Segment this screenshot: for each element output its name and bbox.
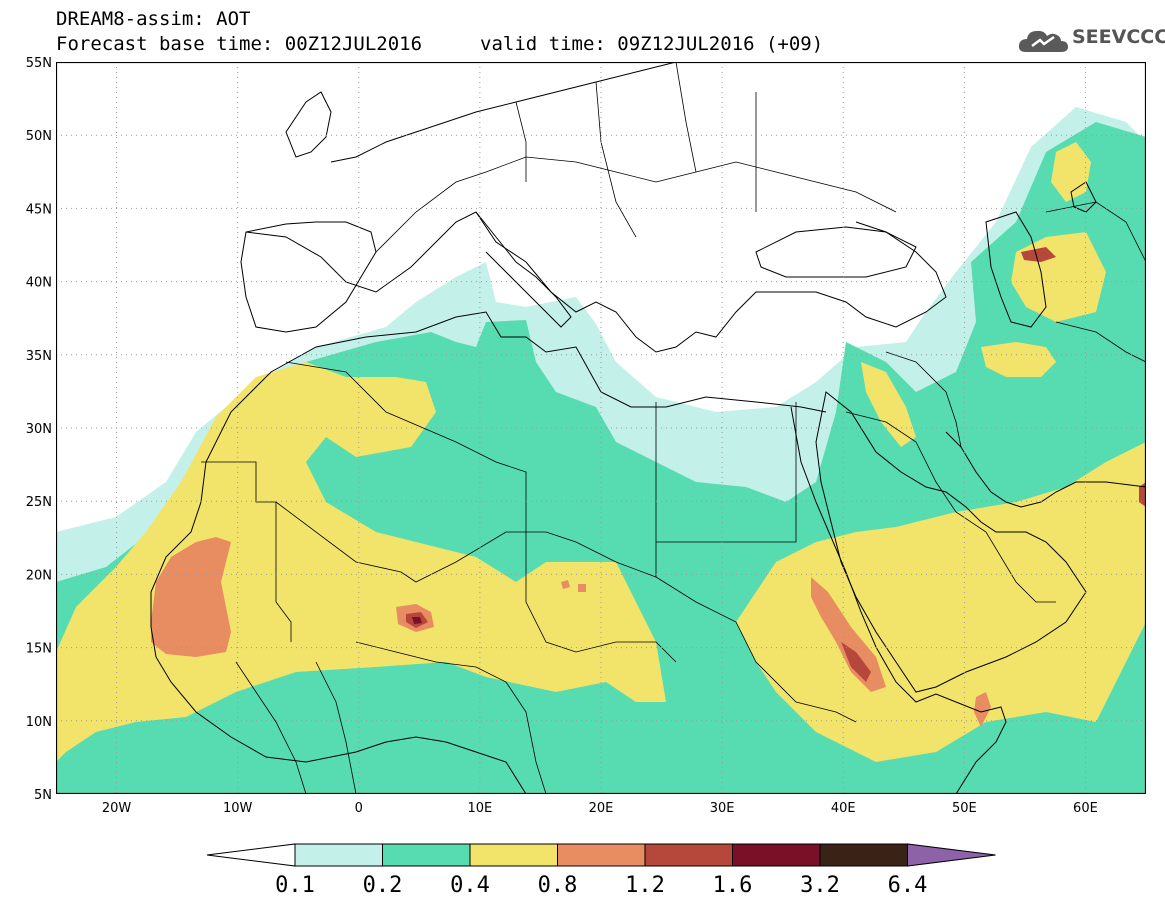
lon-label: 20E <box>589 801 614 816</box>
colorbar-level-label: 3.2 <box>800 873 840 897</box>
colorbar-level-label: 0.2 <box>363 873 403 897</box>
map-title: DREAM8-assim: AOT <box>56 8 251 30</box>
lat-label: 5N <box>34 788 52 803</box>
lon-label: 40E <box>831 801 856 816</box>
lat-label: 55N <box>26 56 52 71</box>
lat-label: 30N <box>26 422 52 437</box>
longitude-labels: 20W 10W 0 10E 20E 30E 40E 50E 60E <box>102 801 1098 816</box>
coastline-africa-west <box>150 501 527 794</box>
lat-label: 15N <box>26 642 52 657</box>
colorbar-swatch <box>557 843 646 867</box>
colorbar-level-label: 6.4 <box>888 873 928 897</box>
colorbar-level-label: 0.4 <box>450 873 490 897</box>
forecast-base-time: Forecast base time: 00Z12JUL2016 <box>56 33 423 55</box>
lon-label: 10W <box>223 801 253 816</box>
lon-label: 10E <box>468 801 493 816</box>
aot-band-1.6 <box>412 617 422 624</box>
aot-band-0.4-east <box>736 442 1146 762</box>
border-europe-2 <box>515 62 757 238</box>
colorbar-level-label: 1.6 <box>713 873 753 897</box>
seevccc-logo: SEEVCCC <box>1018 22 1165 58</box>
valid-time: valid time: 09Z12JUL2016 (+09) <box>480 33 824 55</box>
map-frame <box>56 62 1146 794</box>
colorbar-arrow-high <box>907 843 996 867</box>
graticule <box>56 62 1146 794</box>
border-saudi <box>845 411 1056 603</box>
colorbar-swatch <box>732 843 821 867</box>
colorbar-labels: 0.1 0.2 0.4 0.8 1.2 1.6 3.2 6.4 <box>275 873 927 897</box>
coastline-north-europe <box>330 62 677 163</box>
lat-label: 45N <box>26 202 52 217</box>
lon-label: 50E <box>952 801 977 816</box>
aot-band-0.8-redsea <box>811 577 886 692</box>
border-algeria <box>285 361 527 532</box>
coastline-redsea-west <box>790 406 1007 794</box>
aot-band-0.8-somalia <box>974 692 991 727</box>
coastline-gulf <box>945 431 1146 508</box>
aot-band-0.4-iran <box>981 342 1056 377</box>
coastline-italy <box>475 211 572 328</box>
colorbar-swatch <box>294 843 383 867</box>
lon-label: 30E <box>710 801 735 816</box>
lon-label: 20W <box>102 801 132 816</box>
border-sudan <box>655 576 857 723</box>
colorbar-level-label: 0.8 <box>538 873 578 897</box>
border-europe-1 <box>375 156 897 253</box>
logo-text: SEEVCCC <box>1072 26 1165 48</box>
cloud-icon <box>1018 30 1068 52</box>
aot-band-0.8-chad <box>561 580 586 592</box>
colorbar-swatch <box>644 843 733 867</box>
aot-band-0.4-aral <box>1051 142 1091 202</box>
colorbar-swatch <box>819 843 908 867</box>
border-central-asia <box>1045 201 1146 363</box>
aot-map <box>56 62 1146 794</box>
border-niger-nigeria <box>355 641 547 794</box>
colorbar-swatch <box>469 843 558 867</box>
border-libya-egypt <box>655 402 797 543</box>
border-chad <box>525 532 677 663</box>
aot-band-0.4-mesopotamia <box>861 362 916 447</box>
colorbar-boxes <box>206 843 996 867</box>
coastline-britain <box>285 91 332 158</box>
lat-label: 25N <box>26 495 52 510</box>
lat-label: 10N <box>26 715 52 730</box>
coastline-arabia <box>815 391 1087 693</box>
lat-label: 35N <box>26 349 52 364</box>
coastline-blacksea <box>755 226 917 278</box>
lon-label: 60E <box>1073 801 1098 816</box>
lat-label: 20N <box>26 568 52 583</box>
coastline-africa-north <box>200 311 827 503</box>
lat-label: 50N <box>26 129 52 144</box>
latitude-labels: 55N 50N 45N 40N 35N 30N 25N 20N 15N 10N 5N <box>26 56 52 803</box>
aot-band-0.8-west <box>151 537 231 657</box>
colorbar-level-label: 1.2 <box>625 873 665 897</box>
colorbar-level-label: 0.1 <box>275 873 315 897</box>
coastline-aral <box>1070 181 1097 213</box>
lat-label: 40N <box>26 276 52 291</box>
coastline-iberia <box>240 221 377 333</box>
coastline-europe-south <box>245 211 947 353</box>
coastlines <box>150 62 1146 794</box>
border-west-africa <box>235 661 357 794</box>
border-iran-iraq <box>885 351 962 448</box>
aot-colorbar: 0.1 0.2 0.4 0.8 1.2 1.6 3.2 6.4 <box>206 843 996 897</box>
lon-label: 0 <box>355 801 363 816</box>
colorbar-swatch <box>382 843 471 867</box>
borders <box>201 62 1146 794</box>
colorbar-arrow-low <box>206 843 296 867</box>
border-mauritania-mali <box>275 501 657 583</box>
